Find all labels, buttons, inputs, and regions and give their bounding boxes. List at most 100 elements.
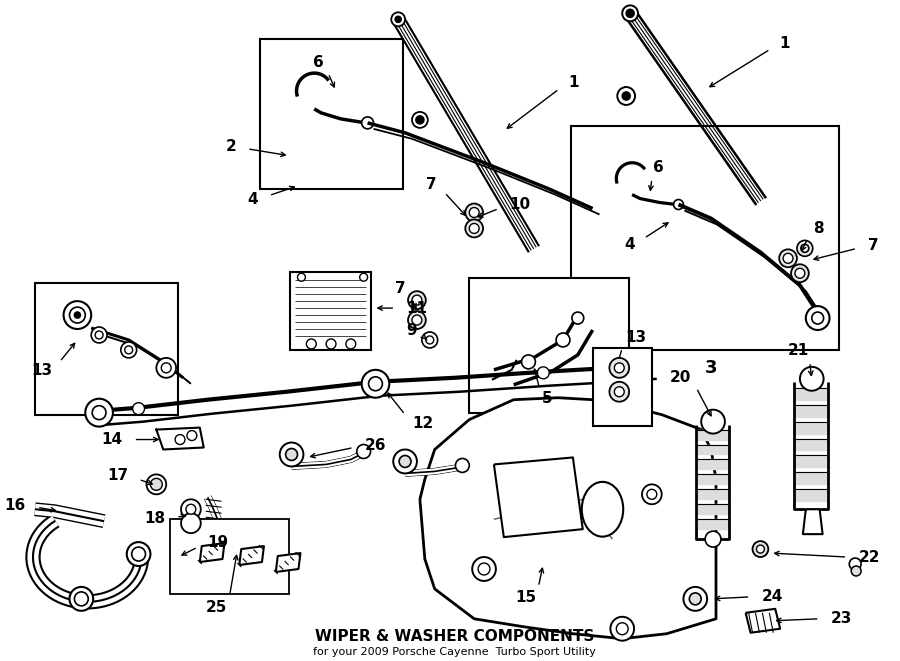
Polygon shape	[420, 398, 716, 639]
Text: 24: 24	[761, 589, 783, 603]
Circle shape	[609, 358, 629, 378]
Bar	[592, 348, 652, 426]
Circle shape	[392, 13, 405, 26]
Circle shape	[701, 410, 724, 434]
Polygon shape	[697, 430, 729, 440]
Circle shape	[801, 245, 809, 253]
Text: 14: 14	[102, 432, 122, 447]
Circle shape	[95, 331, 103, 339]
Text: WIPER & WASHER COMPONENTS: WIPER & WASHER COMPONENTS	[315, 629, 594, 644]
Circle shape	[360, 273, 367, 281]
Circle shape	[69, 587, 94, 611]
Text: 22: 22	[859, 550, 880, 565]
Circle shape	[64, 301, 91, 329]
Circle shape	[416, 116, 424, 124]
Circle shape	[812, 312, 824, 324]
Circle shape	[465, 204, 483, 221]
Text: 11: 11	[406, 301, 428, 315]
Bar	[260, 39, 403, 188]
Circle shape	[469, 223, 479, 233]
Polygon shape	[794, 438, 827, 451]
Polygon shape	[697, 444, 729, 455]
Circle shape	[176, 434, 185, 444]
Circle shape	[478, 563, 490, 575]
Circle shape	[186, 504, 196, 514]
Circle shape	[346, 339, 356, 349]
Polygon shape	[275, 553, 301, 572]
Circle shape	[426, 336, 434, 344]
Circle shape	[356, 444, 371, 459]
Circle shape	[121, 342, 137, 358]
Circle shape	[369, 377, 382, 391]
Text: 6: 6	[313, 56, 324, 70]
Circle shape	[796, 241, 813, 256]
Polygon shape	[745, 609, 780, 633]
Text: 9: 9	[407, 323, 417, 338]
Circle shape	[455, 459, 469, 473]
Circle shape	[157, 358, 176, 378]
Circle shape	[280, 442, 303, 467]
Circle shape	[408, 311, 426, 329]
Text: 1: 1	[568, 75, 579, 90]
Bar	[290, 272, 371, 350]
Circle shape	[689, 593, 701, 605]
Circle shape	[285, 449, 298, 461]
Polygon shape	[803, 509, 823, 534]
Circle shape	[125, 346, 132, 354]
Text: 16: 16	[4, 498, 26, 513]
Polygon shape	[697, 459, 729, 469]
Circle shape	[795, 268, 805, 278]
Circle shape	[362, 117, 374, 129]
Polygon shape	[200, 543, 224, 562]
Polygon shape	[794, 489, 827, 501]
Text: 2: 2	[226, 139, 236, 155]
Circle shape	[683, 587, 707, 611]
Circle shape	[616, 361, 629, 375]
Text: 20: 20	[670, 370, 691, 385]
Circle shape	[647, 489, 657, 499]
Bar	[571, 126, 840, 350]
Text: 4: 4	[248, 192, 258, 207]
Circle shape	[622, 92, 630, 100]
Circle shape	[412, 315, 422, 325]
Circle shape	[752, 541, 769, 557]
Polygon shape	[794, 473, 827, 485]
Circle shape	[522, 355, 536, 369]
Circle shape	[408, 291, 426, 309]
Circle shape	[86, 399, 112, 426]
Circle shape	[791, 264, 809, 282]
Circle shape	[537, 367, 549, 379]
Circle shape	[298, 273, 305, 281]
Circle shape	[615, 387, 625, 397]
Circle shape	[615, 363, 625, 373]
Circle shape	[572, 312, 584, 324]
Polygon shape	[697, 489, 729, 499]
Text: 15: 15	[515, 590, 536, 605]
Circle shape	[642, 485, 662, 504]
Circle shape	[75, 592, 88, 606]
Polygon shape	[794, 388, 827, 400]
Circle shape	[306, 339, 316, 349]
Circle shape	[465, 219, 483, 237]
Polygon shape	[794, 422, 827, 434]
Circle shape	[150, 479, 162, 490]
Text: 1: 1	[779, 36, 790, 51]
Circle shape	[850, 558, 861, 570]
Text: 23: 23	[831, 611, 852, 626]
Polygon shape	[697, 504, 729, 514]
Circle shape	[132, 403, 145, 414]
Circle shape	[626, 9, 634, 17]
Circle shape	[616, 623, 628, 635]
Text: 25: 25	[206, 600, 228, 615]
Circle shape	[69, 307, 86, 323]
Circle shape	[851, 566, 861, 576]
Circle shape	[783, 253, 793, 263]
Circle shape	[757, 545, 764, 553]
Text: 26: 26	[364, 438, 386, 453]
Circle shape	[556, 333, 570, 347]
Text: 8: 8	[813, 221, 824, 236]
Circle shape	[622, 5, 638, 21]
Circle shape	[412, 112, 427, 128]
Ellipse shape	[581, 482, 623, 537]
Circle shape	[608, 354, 636, 382]
